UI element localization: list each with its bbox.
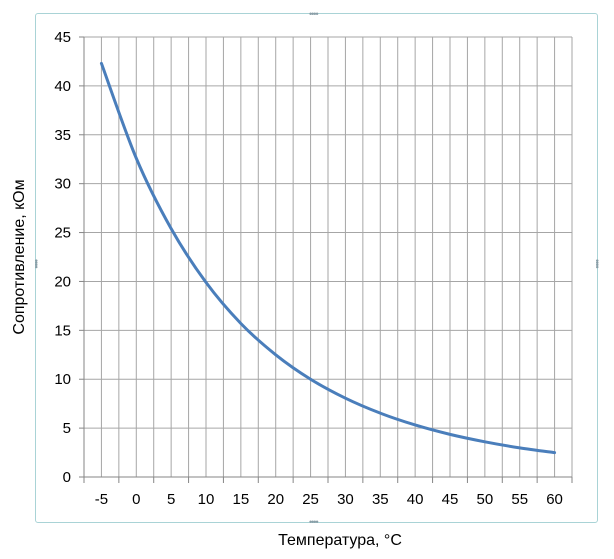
x-axis-title: Температура, °C [278, 532, 402, 549]
y-tick-label: 20 [54, 273, 71, 290]
x-tick-label: 45 [442, 491, 459, 508]
resize-handle-right[interactable]: •••• [592, 259, 602, 268]
x-tick-label: -5 [95, 491, 108, 508]
chart-frame[interactable]: •••• •••• •••• •••• [31, 9, 602, 527]
x-tick-label: 60 [546, 491, 563, 508]
y-tick-label: 5 [63, 420, 71, 437]
y-tick-label: 40 [54, 78, 71, 95]
x-tick-label: 40 [407, 491, 424, 508]
resize-handle-left[interactable]: •••• [31, 259, 41, 268]
y-tick-label: 10 [54, 371, 71, 388]
x-tick-label: 5 [167, 491, 175, 508]
resize-handle-top[interactable]: •••• [309, 9, 319, 19]
resize-handle-bottom[interactable]: •••• [309, 517, 319, 527]
x-tick-label: 30 [337, 491, 354, 508]
x-tick-label: 20 [267, 491, 284, 508]
x-tick-label: 0 [132, 491, 140, 508]
x-tick-label: 35 [372, 491, 389, 508]
x-tick-label: 15 [233, 491, 250, 508]
y-axis-title: Сопротивление, кОм [11, 179, 28, 334]
y-tick-label: 30 [54, 176, 71, 193]
series-line [99, 61, 557, 455]
x-tick-label: 50 [477, 491, 494, 508]
y-tick-label: 25 [54, 225, 71, 242]
y-tick-label: 45 [54, 29, 71, 46]
x-tick-label: 25 [302, 491, 319, 508]
x-tick-label: 55 [511, 491, 528, 508]
x-tick-label: 10 [198, 491, 215, 508]
y-tick-label: 35 [54, 127, 71, 144]
y-tick-label: 0 [63, 469, 71, 486]
y-tick-label: 15 [54, 322, 71, 339]
